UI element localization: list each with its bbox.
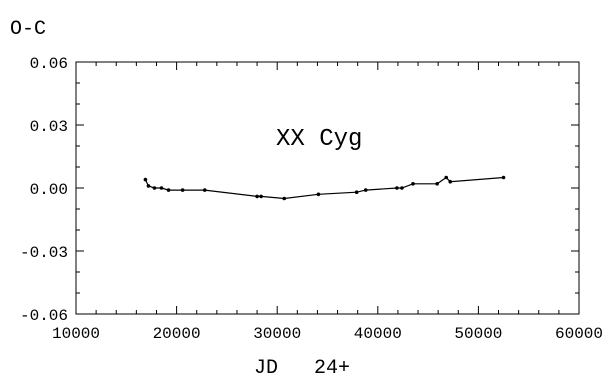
x-tick-label: 50000 [454, 325, 502, 343]
x-tick-label: 60000 [555, 325, 603, 343]
data-point [146, 184, 151, 188]
data-point [152, 186, 157, 190]
x-tick-label: 20000 [153, 325, 201, 343]
data-point [501, 175, 506, 180]
data-point [282, 196, 287, 201]
data-point [435, 182, 439, 186]
data-point [255, 194, 259, 199]
data-point [143, 177, 148, 182]
x-tick-label: 40000 [354, 325, 402, 343]
x-axis-label: JD 24+ [254, 357, 350, 380]
data-point [448, 179, 453, 184]
data-point [316, 192, 321, 197]
y-tick-label: 0.06 [30, 55, 68, 73]
data-point [166, 188, 171, 192]
y-tick-label: 0.00 [30, 181, 68, 199]
y-tick-label: 0.03 [30, 118, 68, 136]
data-point [159, 186, 164, 190]
chart-title: XX Cyg [276, 126, 362, 153]
y-tick-label: -0.06 [20, 307, 68, 325]
data-point [363, 188, 368, 192]
series-group [143, 175, 506, 201]
y-tick-label: -0.03 [20, 244, 68, 262]
data-point [180, 188, 185, 192]
y-axis-label: O-C [10, 18, 46, 41]
data-point [400, 186, 404, 190]
data-point [444, 175, 449, 180]
plot-frame [75, 61, 580, 315]
x-tick-label: 30000 [253, 325, 301, 343]
axis-ticks: 10000 20000 30000 40000 50000 60000 0.06 0.03 0.… [20, 55, 603, 343]
x-tick-label: 10000 [52, 325, 100, 343]
data-point [202, 188, 207, 192]
data-point [411, 182, 415, 186]
data-point [395, 186, 399, 190]
data-point [259, 194, 263, 199]
data-point [354, 190, 359, 194]
